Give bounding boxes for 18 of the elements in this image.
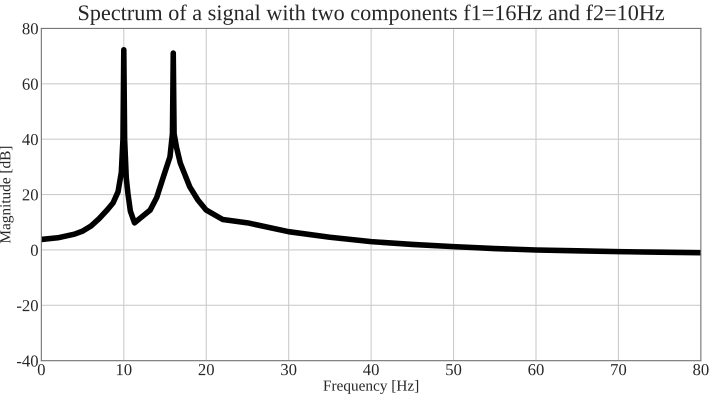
x-tick-label: 80 xyxy=(693,364,709,376)
x-tick-label: 30 xyxy=(281,364,296,376)
y-tick-label: -20 xyxy=(16,300,38,312)
x-axis-title: Frequency [Hz] xyxy=(323,380,418,394)
x-tick-label: 20 xyxy=(198,364,214,376)
x-tick-label: 60 xyxy=(528,364,544,376)
x-tick-label: 70 xyxy=(611,364,626,376)
y-tick-label: -40 xyxy=(16,355,38,367)
y-axis-title: Magnitude [dB] xyxy=(0,146,14,244)
y-tick-label: 80 xyxy=(22,23,38,34)
y-tick-label: 20 xyxy=(22,189,38,201)
chart-title: Spectrum of a signal with two components f1=16Hz and f2=10Hz xyxy=(78,4,664,25)
y-tick-label: 40 xyxy=(22,134,38,146)
x-tick-label: 10 xyxy=(116,364,132,376)
y-tick-label: 60 xyxy=(22,78,38,90)
x-tick-label: 40 xyxy=(363,364,379,376)
y-tick-label: 0 xyxy=(30,244,38,256)
x-tick-label: 50 xyxy=(446,364,462,376)
